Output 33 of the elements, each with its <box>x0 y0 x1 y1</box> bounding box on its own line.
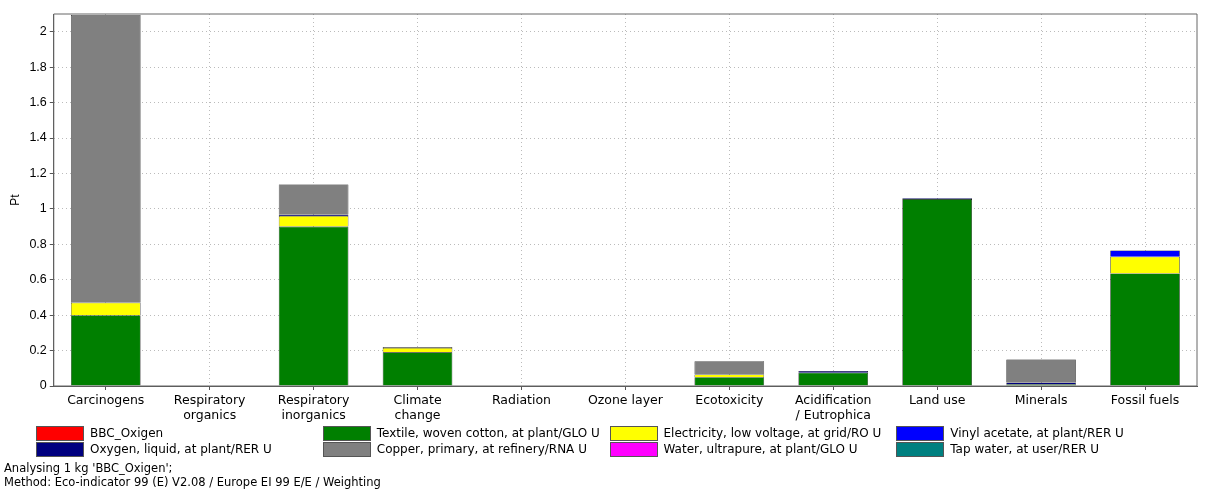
y-tick-label: 0 <box>39 378 47 393</box>
x-tick-label: Radiation <box>491 391 552 407</box>
x-tick-label: Ozone layer <box>587 391 664 407</box>
y-tick-label: 0.2 <box>29 343 47 358</box>
y-tick-label: 1 <box>39 201 47 216</box>
x-tick-label: Carcinogens <box>67 391 145 407</box>
legend-label: Copper, primary, at refinery/RNA U <box>376 442 587 457</box>
x-tick-label: Fossil fuels <box>1110 391 1180 407</box>
y-axis-title: Pt <box>7 193 22 206</box>
y-tick-label: 1.8 <box>29 59 47 74</box>
x-tick-label: Respiratory inorganics <box>277 391 351 422</box>
x-tick-label: Climate change <box>393 391 442 422</box>
y-tick-label: 0.4 <box>29 307 47 322</box>
x-tick-label: Land use <box>908 391 966 407</box>
legend-label: Oxygen, liquid, at plant/RER U <box>90 442 272 457</box>
y-tick-label: 1.2 <box>29 165 47 180</box>
legend-label: Vinyl acetate, at plant/RER U <box>950 426 1124 441</box>
legend-label: Tap water, at user/RER U <box>950 442 1100 457</box>
x-tick-label: Minerals <box>1014 391 1068 407</box>
x-tick-label: Acidification / Eutrophica <box>795 391 872 422</box>
y-tick-label: 1.6 <box>29 95 47 110</box>
y-tick-label: 1.4 <box>29 130 47 145</box>
legend-label: BBC_Oxigen <box>90 426 164 441</box>
legend-label: Water, ultrapure, at plant/GLO U <box>663 442 858 457</box>
y-tick-label: 0.6 <box>29 272 47 287</box>
text: Method: Eco-indicator 99 (E) V2.08 / Europe EI 99 E/E / Weighting <box>4 475 382 489</box>
x-tick-label: Ecotoxicity <box>695 391 764 407</box>
legend-label: Electricity, low voltage, at grid/RO U <box>663 426 882 441</box>
x-tick-label: Respiratory organics <box>173 391 247 422</box>
text: Analysing 1 kg 'BBC_Oxigen'; <box>4 461 174 475</box>
legend-label: Textile, woven cotton, at plant/GLO U <box>376 426 600 441</box>
y-tick-label: 2 <box>39 24 47 39</box>
y-tick-label: 0.8 <box>29 236 47 251</box>
